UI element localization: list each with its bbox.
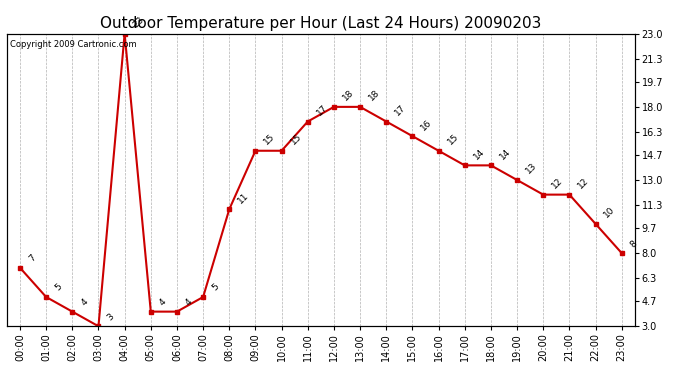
Text: 8: 8 xyxy=(629,238,639,249)
Text: 4: 4 xyxy=(158,297,168,307)
Text: 18: 18 xyxy=(341,88,355,103)
Text: 23: 23 xyxy=(132,15,146,30)
Text: 16: 16 xyxy=(420,117,434,132)
Text: 17: 17 xyxy=(315,103,329,117)
Text: 14: 14 xyxy=(472,147,486,161)
Text: 12: 12 xyxy=(576,176,591,190)
Text: 17: 17 xyxy=(393,103,408,117)
Text: 18: 18 xyxy=(367,88,382,103)
Text: 5: 5 xyxy=(53,282,63,293)
Title: Outdoor Temperature per Hour (Last 24 Hours) 20090203: Outdoor Temperature per Hour (Last 24 Ho… xyxy=(100,16,542,31)
Text: 15: 15 xyxy=(288,132,303,147)
Text: 3: 3 xyxy=(106,312,116,322)
Text: 7: 7 xyxy=(27,253,37,264)
Text: Copyright 2009 Cartronic.com: Copyright 2009 Cartronic.com xyxy=(10,40,137,49)
Text: 12: 12 xyxy=(550,176,564,190)
Text: 15: 15 xyxy=(446,132,460,147)
Text: 4: 4 xyxy=(79,297,90,307)
Text: 15: 15 xyxy=(262,132,277,147)
Text: 13: 13 xyxy=(524,161,538,176)
Text: 5: 5 xyxy=(210,282,221,293)
Text: 4: 4 xyxy=(184,297,195,307)
Text: 14: 14 xyxy=(498,147,512,161)
Text: 11: 11 xyxy=(236,190,250,205)
Text: 10: 10 xyxy=(602,205,617,220)
